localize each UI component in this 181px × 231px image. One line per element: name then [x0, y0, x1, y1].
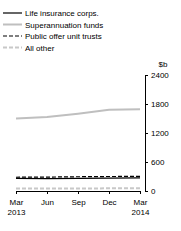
- x-tick-mark: [140, 191, 141, 194]
- legend-label: Superannuation funds: [25, 21, 103, 30]
- chart: Life insurance corps. Superannuation fund…: [0, 0, 181, 231]
- x-tick-label-line: Sep: [71, 198, 86, 207]
- x-tick-label-line: Dec: [102, 198, 116, 207]
- x-axis: Mar2013JunSepDecMar2014: [8, 191, 150, 217]
- x-tick-label-line: Mar: [134, 198, 148, 207]
- y-tick-label: 0: [151, 187, 156, 196]
- legend-swatch: [3, 24, 22, 26]
- legend-label: Public offer unit trusts: [25, 32, 102, 41]
- y-tick-mark: [145, 162, 148, 163]
- y-tick: 2400: [145, 71, 169, 80]
- y-axis-title: $b: [159, 60, 168, 69]
- series-line: [16, 109, 140, 118]
- x-tick-label-line: Jun: [41, 198, 54, 207]
- legend-swatch: [3, 47, 22, 49]
- x-tick-label-line: 2014: [132, 208, 150, 217]
- x-tick-label: Jun: [41, 198, 54, 207]
- y-tick: 1200: [145, 129, 169, 138]
- y-tick-mark: [145, 191, 148, 192]
- legend-label: All other: [25, 44, 55, 53]
- x-tick-mark: [47, 191, 48, 194]
- x-tick: Dec: [102, 191, 116, 207]
- y-tick-label: 1200: [151, 129, 169, 138]
- x-tick-mark: [78, 191, 79, 194]
- x-tick-label-line: 2013: [8, 208, 26, 217]
- series-line: [16, 177, 140, 179]
- x-tick: Jun: [41, 191, 54, 207]
- x-tick-label: Dec: [102, 198, 116, 207]
- plot-area: [16, 109, 140, 188]
- legend-swatch: [3, 12, 22, 13]
- y-tick: 600: [145, 158, 165, 167]
- y-axis: 0 600 1200 1800 2400: [145, 71, 169, 196]
- y-tick-mark: [145, 104, 148, 105]
- x-tick-label-line: Mar: [10, 198, 24, 207]
- legend-label: Life insurance corps.: [25, 9, 99, 18]
- x-tick: Mar2013: [8, 191, 26, 217]
- x-tick: Sep: [71, 191, 86, 207]
- series-line: [16, 176, 140, 178]
- x-tick-label: Sep: [71, 198, 86, 207]
- y-tick-label: 600: [151, 158, 165, 167]
- y-tick-mark: [145, 75, 148, 76]
- legend: Life insurance corps. Superannuation fund…: [3, 9, 103, 53]
- legend-swatch: [3, 35, 22, 36]
- series-line: [16, 187, 140, 189]
- y-tick-label: 2400: [151, 71, 169, 80]
- y-tick-mark: [145, 133, 148, 134]
- x-tick-mark: [16, 191, 17, 194]
- x-tick: Mar2014: [132, 191, 150, 217]
- x-tick-label: Mar2013: [8, 198, 26, 217]
- y-tick-label: 1800: [151, 100, 169, 109]
- x-tick-label: Mar2014: [132, 198, 150, 217]
- x-tick-mark: [109, 191, 110, 194]
- y-tick: 1800: [145, 100, 169, 109]
- y-tick: 0: [145, 187, 156, 196]
